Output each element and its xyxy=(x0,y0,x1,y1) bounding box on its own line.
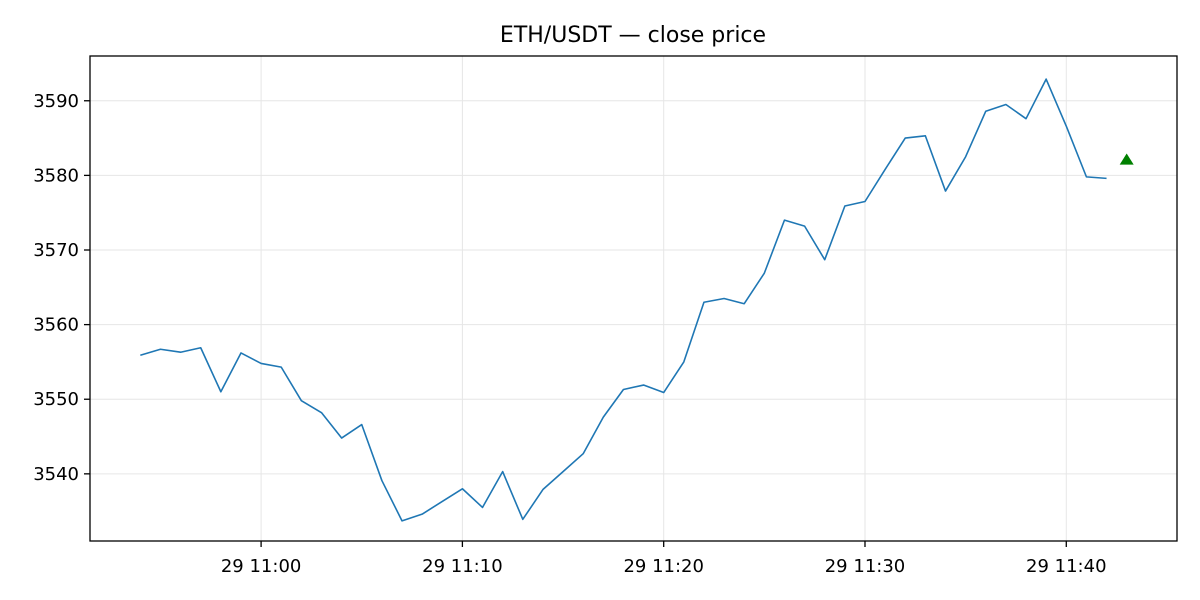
series-layer xyxy=(140,78,1107,522)
plot-frame xyxy=(89,55,1178,542)
x-tick-label: 29 11:20 xyxy=(623,556,704,577)
marker-layer xyxy=(1119,153,1134,165)
y-tick-label: 3550 xyxy=(33,389,79,410)
series-line-close-price xyxy=(140,78,1107,522)
buy-signal-marker xyxy=(1119,153,1134,165)
y-tick-label: 3580 xyxy=(33,165,79,186)
x-axis: 29 11:00 29 11:10 29 11:20 29 11:30 29 11:40 xyxy=(221,541,1107,577)
x-tick-label: 29 11:30 xyxy=(825,556,906,577)
grid-layer xyxy=(90,56,1177,541)
chart-title: ETH/USDT — close price xyxy=(500,23,766,48)
x-tick-label: 29 11:00 xyxy=(221,556,302,577)
y-tick-label: 3560 xyxy=(33,315,79,336)
x-tick-label: 29 11:40 xyxy=(1026,556,1107,577)
y-tick-label: 3590 xyxy=(33,91,79,112)
y-axis: 3540 3550 3560 3570 3580 3590 xyxy=(33,91,90,485)
x-tick-label: 29 11:10 xyxy=(422,556,503,577)
y-tick-label: 3570 xyxy=(33,240,79,261)
y-tick-label: 3540 xyxy=(33,464,79,485)
